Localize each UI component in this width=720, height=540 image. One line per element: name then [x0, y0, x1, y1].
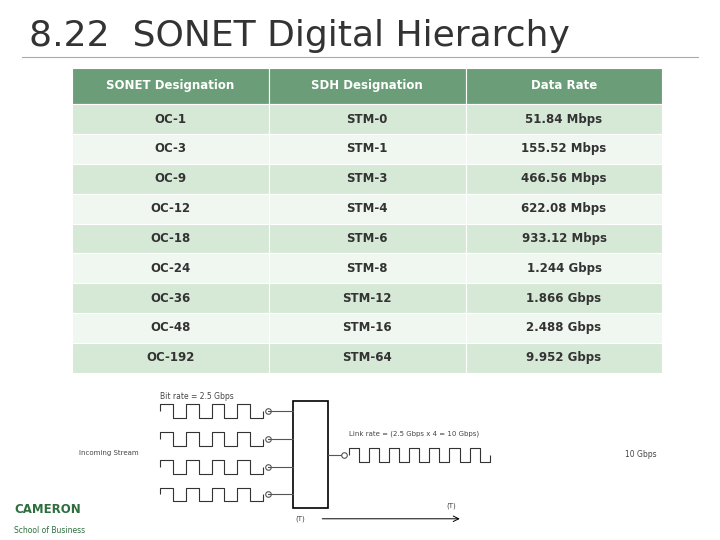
Bar: [269, 68, 466, 104]
Text: STM-64: STM-64: [342, 351, 392, 364]
Bar: [72, 68, 269, 104]
Text: STM-3: STM-3: [346, 172, 388, 185]
Bar: [466, 104, 662, 134]
Bar: [269, 313, 466, 343]
Text: (T): (T): [446, 503, 456, 509]
Text: 51.84 Mbps: 51.84 Mbps: [526, 113, 603, 126]
Bar: [466, 224, 662, 253]
Text: OC-12: OC-12: [150, 202, 191, 215]
Text: OC-18: OC-18: [150, 232, 191, 245]
Bar: [292, 401, 328, 508]
Bar: [269, 283, 466, 313]
Text: 10 Gbps: 10 Gbps: [626, 450, 657, 459]
Text: Bit rate = 2.5 Gbps: Bit rate = 2.5 Gbps: [160, 392, 234, 401]
Bar: [269, 224, 466, 253]
Bar: [72, 194, 269, 224]
Bar: [269, 253, 466, 283]
Text: STM-6: STM-6: [346, 232, 388, 245]
Bar: [466, 134, 662, 164]
Text: OC-24: OC-24: [150, 262, 191, 275]
Text: 155.52 Mbps: 155.52 Mbps: [521, 143, 607, 156]
Bar: [466, 313, 662, 343]
Text: 933.12 Mbps: 933.12 Mbps: [521, 232, 606, 245]
Text: School of Business: School of Business: [14, 526, 86, 535]
Bar: [466, 343, 662, 373]
Text: OC-36: OC-36: [150, 292, 191, 305]
Text: OC-48: OC-48: [150, 321, 191, 334]
Bar: [269, 194, 466, 224]
Text: OC-9: OC-9: [154, 172, 186, 185]
Text: STM-12: STM-12: [343, 292, 392, 305]
Bar: [72, 283, 269, 313]
Text: STM-16: STM-16: [343, 321, 392, 334]
Text: STM-4: STM-4: [346, 202, 388, 215]
Text: OC-3: OC-3: [154, 143, 186, 156]
Bar: [466, 283, 662, 313]
Text: STM-8: STM-8: [346, 262, 388, 275]
Bar: [269, 104, 466, 134]
Bar: [269, 164, 466, 194]
Text: Incoming Stream: Incoming Stream: [79, 450, 138, 456]
Text: 2.488 Gbps: 2.488 Gbps: [526, 321, 602, 334]
Text: Data Rate: Data Rate: [531, 79, 597, 92]
Bar: [72, 313, 269, 343]
Bar: [72, 164, 269, 194]
Text: OC-192: OC-192: [146, 351, 194, 364]
Bar: [72, 134, 269, 164]
Text: OC-1: OC-1: [154, 113, 186, 126]
Bar: [72, 253, 269, 283]
Bar: [269, 134, 466, 164]
Text: 8.22  SONET Digital Hierarchy: 8.22 SONET Digital Hierarchy: [29, 19, 570, 53]
Text: SDH Designation: SDH Designation: [311, 79, 423, 92]
Text: 622.08 Mbps: 622.08 Mbps: [521, 202, 606, 215]
Bar: [466, 68, 662, 104]
Text: (T): (T): [295, 516, 305, 522]
Bar: [269, 343, 466, 373]
Text: CAMERON: CAMERON: [14, 503, 81, 516]
Text: 1.866 Gbps: 1.866 Gbps: [526, 292, 602, 305]
Text: STM-0: STM-0: [346, 113, 388, 126]
Text: Link rate = (2.5 Gbps x 4 = 10 Gbps): Link rate = (2.5 Gbps x 4 = 10 Gbps): [349, 430, 480, 437]
Bar: [72, 343, 269, 373]
Bar: [72, 224, 269, 253]
Bar: [466, 164, 662, 194]
Bar: [72, 104, 269, 134]
Text: SONET Designation: SONET Designation: [107, 79, 235, 92]
Text: 1.244 Gbps: 1.244 Gbps: [526, 262, 601, 275]
Bar: [466, 194, 662, 224]
Text: STM-1: STM-1: [346, 143, 388, 156]
Bar: [466, 253, 662, 283]
Text: 466.56 Mbps: 466.56 Mbps: [521, 172, 607, 185]
Text: 9.952 Gbps: 9.952 Gbps: [526, 351, 602, 364]
